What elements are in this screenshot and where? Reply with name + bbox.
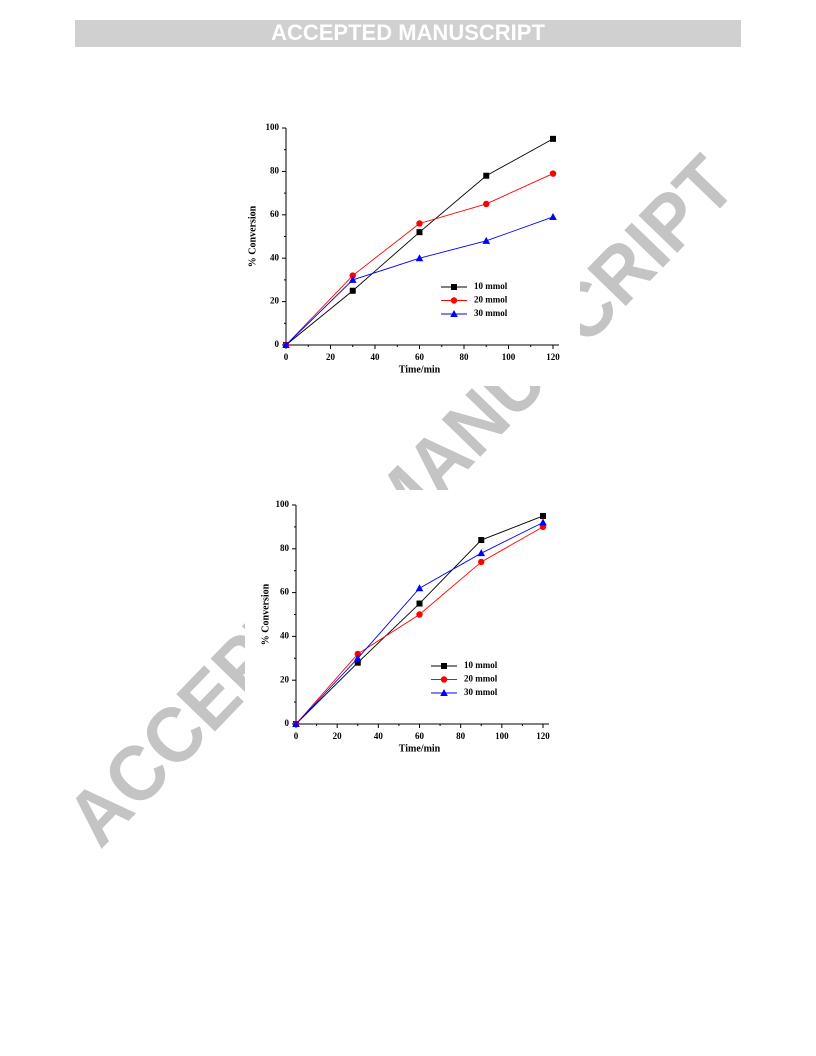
- marker: [482, 236, 491, 244]
- marker: [478, 558, 485, 566]
- legend-label: 10 mmol: [474, 281, 508, 291]
- header-title: ACCEPTED MANUSCRIPT: [271, 20, 545, 45]
- marker: [478, 537, 485, 544]
- x-tick-label: 120: [546, 352, 560, 362]
- marker: [477, 549, 486, 557]
- y-tick-label: 0: [285, 718, 290, 728]
- marker: [483, 200, 490, 208]
- marker: [416, 220, 423, 227]
- legend-label: 20 mmol: [474, 295, 508, 305]
- y-tick-label: 40: [270, 252, 280, 262]
- marker: [416, 611, 423, 618]
- marker: [348, 275, 357, 283]
- chart-background: [228, 96, 580, 386]
- legend-marker: [450, 297, 458, 304]
- x-axis-label: Time/min: [399, 364, 441, 375]
- marker: [292, 720, 300, 727]
- y-tick-label: 100: [276, 499, 290, 509]
- y-axis-label: % Conversion: [247, 205, 258, 267]
- y-tick-label: 20: [280, 674, 290, 684]
- marker: [550, 135, 556, 142]
- marker: [354, 650, 361, 658]
- legend-marker: [441, 663, 447, 669]
- x-tick-label: 20: [333, 731, 343, 741]
- marker: [416, 600, 423, 607]
- marker: [539, 518, 547, 526]
- marker: [415, 584, 424, 592]
- legend-marker: [440, 689, 448, 696]
- x-tick-label: 100: [502, 352, 516, 362]
- x-axis-label: Time/min: [399, 743, 441, 754]
- marker: [354, 659, 361, 666]
- x-tick-label: 40: [374, 731, 384, 741]
- x-tick-label: 20: [326, 352, 336, 362]
- marker: [483, 172, 490, 179]
- y-tick-label: 100: [266, 122, 280, 132]
- y-tick-label: 80: [270, 165, 280, 175]
- x-tick-label: 0: [294, 731, 299, 741]
- y-tick-label: 40: [280, 630, 290, 640]
- y-tick-label: 0: [275, 339, 280, 349]
- legend-marker: [451, 284, 457, 290]
- y-tick-label: 20: [270, 296, 280, 306]
- y-tick-label: 80: [280, 543, 290, 553]
- marker: [282, 341, 290, 348]
- legend-label: 30 mmol: [474, 308, 508, 318]
- marker: [416, 229, 423, 236]
- legend-label: 10 mmol: [464, 660, 498, 670]
- x-tick-label: 80: [460, 352, 470, 362]
- x-tick-label: 80: [456, 731, 466, 741]
- legend-marker: [450, 310, 458, 317]
- legend-label: 20 mmol: [464, 674, 498, 684]
- marker: [540, 512, 546, 519]
- marker: [349, 272, 356, 279]
- header-bar: [75, 20, 741, 47]
- x-tick-label: 100: [495, 731, 509, 741]
- marker: [415, 254, 424, 262]
- marker: [549, 212, 557, 220]
- marker: [349, 287, 356, 294]
- x-tick-label: 120: [536, 731, 550, 741]
- legend-marker: [440, 676, 448, 683]
- marker: [353, 654, 362, 662]
- legend-label: 30 mmol: [464, 687, 498, 697]
- x-tick-label: 60: [415, 352, 425, 362]
- y-axis-label: % Conversion: [260, 583, 271, 645]
- y-tick-label: 60: [270, 209, 280, 219]
- chart: 0 20 40 60 80 100 0 20 40 60 80 100 120 Time/min % Con…: [247, 122, 560, 375]
- marker: [549, 170, 557, 177]
- chart: 0 20 40 60 80 100 0 20 40 60 80 100 120 Time/min % Con…: [260, 499, 550, 754]
- x-tick-label: 0: [284, 352, 289, 362]
- y-tick-label: 60: [280, 587, 290, 597]
- x-tick-label: 60: [415, 731, 425, 741]
- x-tick-label: 40: [371, 352, 381, 362]
